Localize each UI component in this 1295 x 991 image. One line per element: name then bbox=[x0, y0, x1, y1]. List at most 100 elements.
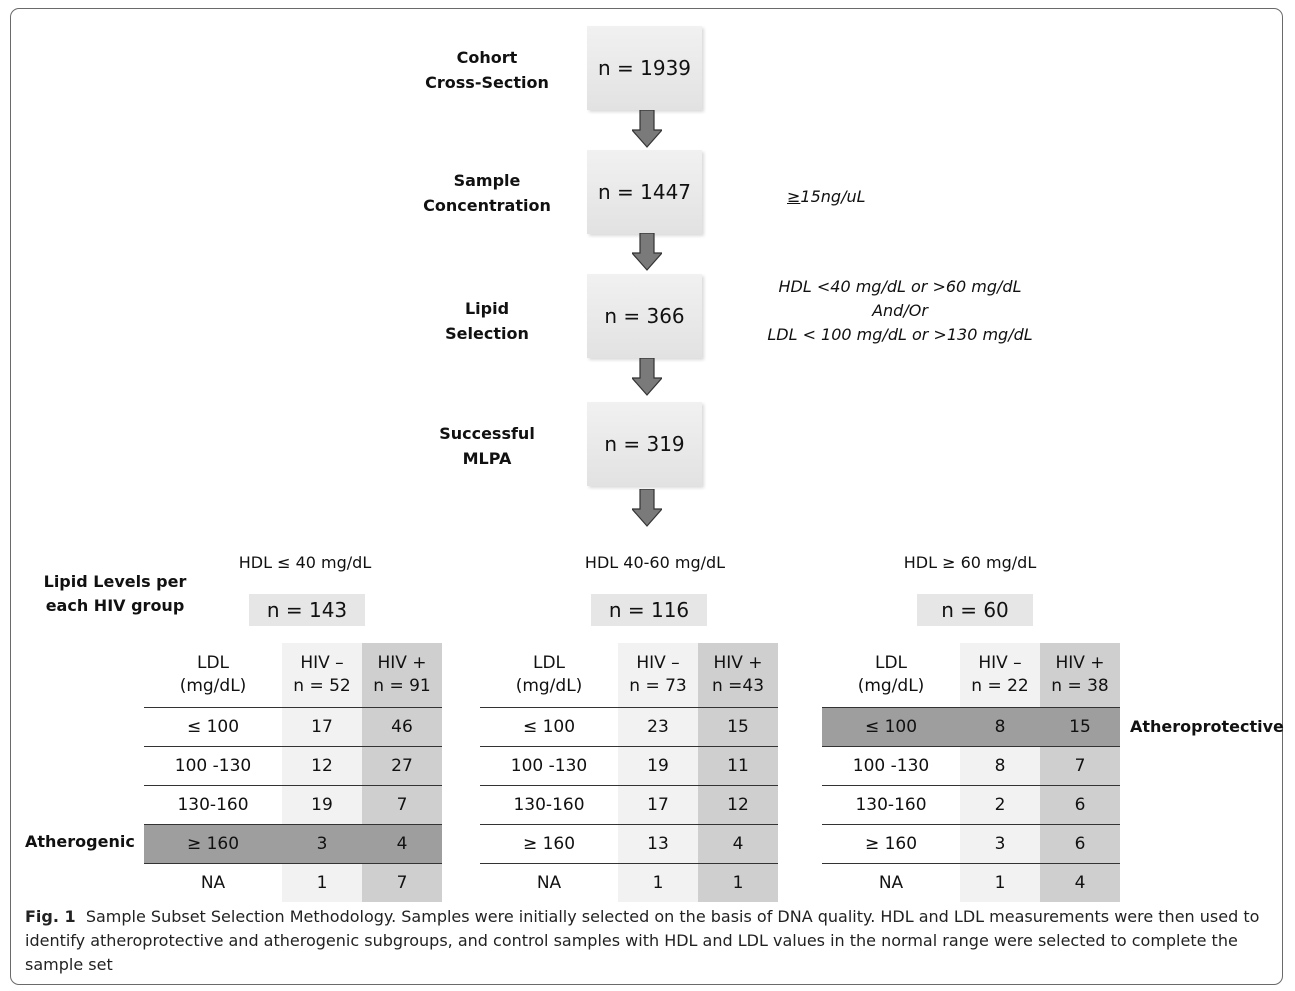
hiv-negative-count: 19 bbox=[618, 746, 698, 786]
ldl-range-cell: ≥ 160 bbox=[144, 824, 282, 864]
hiv-negative-count: 17 bbox=[618, 785, 698, 825]
hiv-negative-count: 2 bbox=[960, 785, 1040, 825]
hiv-positive-count: 7 bbox=[362, 863, 442, 902]
concentration-note: ≥15ng/uL bbox=[787, 185, 866, 209]
hiv-negative-count: 8 bbox=[960, 707, 1040, 747]
table-row: 100 -130 8 7 bbox=[822, 746, 1120, 786]
down-arrow-icon bbox=[632, 358, 662, 396]
ldl-range-cell: 100 -130 bbox=[144, 746, 282, 786]
group-mid-hdl-n: n = 116 bbox=[608, 598, 690, 622]
hiv-positive-count: 6 bbox=[1040, 785, 1120, 825]
step-cohort-count: n = 1939 bbox=[597, 56, 692, 80]
caption-text: Sample Subset Selection Methodology. Sam… bbox=[25, 907, 1260, 974]
down-arrow-icon bbox=[632, 110, 662, 148]
ldl-range-cell: ≥ 160 bbox=[822, 824, 960, 864]
table-row: ≤ 100 23 15 bbox=[480, 707, 778, 747]
hiv-positive-header: HIV + n =43 bbox=[698, 643, 778, 708]
hiv-positive-count: 4 bbox=[362, 824, 442, 864]
hiv-negative-count: 3 bbox=[282, 824, 362, 864]
ldl-header: LDL (mg/dL) bbox=[857, 653, 925, 696]
step-mlpa-box: n = 319 bbox=[587, 402, 702, 486]
hiv-negative-count: 12 bbox=[282, 746, 362, 786]
table-row: 100 -130 19 11 bbox=[480, 746, 778, 786]
ldl-range-cell: ≤ 100 bbox=[144, 707, 282, 747]
ldl-range-cell: ≤ 100 bbox=[822, 707, 960, 747]
hiv-positive-count: 46 bbox=[362, 707, 442, 747]
hiv-positive-count: 27 bbox=[362, 746, 442, 786]
table-row: NA 1 7 bbox=[144, 863, 442, 902]
hiv-positive-count: 11 bbox=[698, 746, 778, 786]
ldl-range-cell: NA bbox=[144, 863, 282, 902]
hiv-positive-count: 6 bbox=[1040, 824, 1120, 864]
group-low-hdl-count: n = 143 bbox=[249, 594, 365, 626]
step-concentration-box: n = 1447 bbox=[587, 150, 702, 234]
hiv-positive-header: HIV + n = 38 bbox=[1040, 643, 1120, 708]
step-mlpa-count: n = 319 bbox=[604, 432, 685, 456]
ldl-range-cell: 130-160 bbox=[822, 785, 960, 825]
hiv-positive-count: 7 bbox=[1040, 746, 1120, 786]
group-mid-hdl-heading: HDL 40-60 mg/dL bbox=[584, 553, 726, 572]
table-high-hdl: LDL (mg/dL) HIV – n = 22 HIV + n = 38 ≤ 100… bbox=[822, 643, 1120, 902]
hiv-negative-count: 1 bbox=[960, 863, 1040, 902]
ldl-range-cell: ≥ 160 bbox=[480, 824, 618, 864]
lipid-levels-label: Lipid Levels per each HIV group bbox=[43, 572, 187, 615]
hiv-negative-count: 13 bbox=[618, 824, 698, 864]
step-lipid-count: n = 366 bbox=[604, 304, 685, 328]
table-low-hdl: LDL (mg/dL) HIV – n = 52 HIV + n = 91 ≤ 100… bbox=[144, 643, 442, 902]
ldl-range-cell: ≤ 100 bbox=[480, 707, 618, 747]
hiv-negative-count: 8 bbox=[960, 746, 1040, 786]
atherogenic-label: Atherogenic bbox=[25, 832, 135, 851]
concentration-note-text: 15ng/uL bbox=[800, 187, 866, 206]
hiv-positive-count: 15 bbox=[698, 707, 778, 747]
table-row: 100 -130 12 27 bbox=[144, 746, 442, 786]
hiv-positive-count: 12 bbox=[698, 785, 778, 825]
hiv-positive-count: 4 bbox=[698, 824, 778, 864]
hiv-negative-count: 1 bbox=[618, 863, 698, 902]
group-high-hdl-count: n = 60 bbox=[917, 594, 1033, 626]
table-row: ≤ 100 8 15 bbox=[822, 707, 1120, 747]
down-arrow-icon bbox=[632, 489, 662, 527]
hiv-negative-header: HIV – n = 73 bbox=[618, 643, 698, 708]
table-row: 130-160 19 7 bbox=[144, 785, 442, 825]
hiv-positive-count: 1 bbox=[698, 863, 778, 902]
lipid-selection-note: HDL <40 mg/dL or >60 mg/dL And/Or LDL < … bbox=[767, 277, 1033, 344]
ldl-range-cell: 130-160 bbox=[480, 785, 618, 825]
step-lipid-box: n = 366 bbox=[587, 274, 702, 358]
hiv-negative-count: 1 bbox=[282, 863, 362, 902]
hiv-negative-count: 3 bbox=[960, 824, 1040, 864]
table-row: NA 1 1 bbox=[480, 863, 778, 902]
table-row: ≥ 160 3 6 bbox=[822, 824, 1120, 864]
hiv-negative-count: 19 bbox=[282, 785, 362, 825]
group-low-hdl-n: n = 143 bbox=[266, 598, 348, 622]
group-high-hdl-n: n = 60 bbox=[941, 598, 1009, 622]
step-concentration-label: Sample Concentration bbox=[423, 171, 551, 215]
ldl-range-cell: 100 -130 bbox=[480, 746, 618, 786]
step-cohort-box: n = 1939 bbox=[587, 26, 702, 110]
hiv-positive-count: 7 bbox=[362, 785, 442, 825]
hiv-positive-count: 15 bbox=[1040, 707, 1120, 747]
hiv-negative-header: HIV – n = 52 bbox=[282, 643, 362, 708]
table-row: 130-160 2 6 bbox=[822, 785, 1120, 825]
down-arrow-icon bbox=[632, 233, 662, 271]
step-concentration-count: n = 1447 bbox=[597, 180, 692, 204]
hiv-negative-count: 23 bbox=[618, 707, 698, 747]
hiv-negative-header: HIV – n = 22 bbox=[960, 643, 1040, 708]
ldl-header: LDL (mg/dL) bbox=[179, 653, 247, 696]
ldl-range-cell: NA bbox=[480, 863, 618, 902]
step-mlpa-label: Successful MLPA bbox=[439, 424, 535, 468]
step-cohort-label: Cohort Cross-Section bbox=[425, 48, 549, 92]
ldl-header: LDL (mg/dL) bbox=[515, 653, 583, 696]
table-row: NA 1 4 bbox=[822, 863, 1120, 902]
caption-fig-number: Fig. 1 bbox=[25, 907, 76, 926]
hiv-positive-count: 4 bbox=[1040, 863, 1120, 902]
hiv-negative-count: 17 bbox=[282, 707, 362, 747]
group-low-hdl-heading: HDL ≤ 40 mg/dL bbox=[238, 553, 372, 572]
step-lipid-label: Lipid Selection bbox=[445, 299, 529, 343]
table-row: 130-160 17 12 bbox=[480, 785, 778, 825]
table-row: ≤ 100 17 46 bbox=[144, 707, 442, 747]
ldl-range-cell: 130-160 bbox=[144, 785, 282, 825]
atheroprotective-label: Atheroprotective bbox=[1130, 717, 1284, 736]
ldl-range-cell: 100 -130 bbox=[822, 746, 960, 786]
group-high-hdl-heading: HDL ≥ 60 mg/dL bbox=[903, 553, 1037, 572]
figure-frame bbox=[10, 8, 1283, 985]
